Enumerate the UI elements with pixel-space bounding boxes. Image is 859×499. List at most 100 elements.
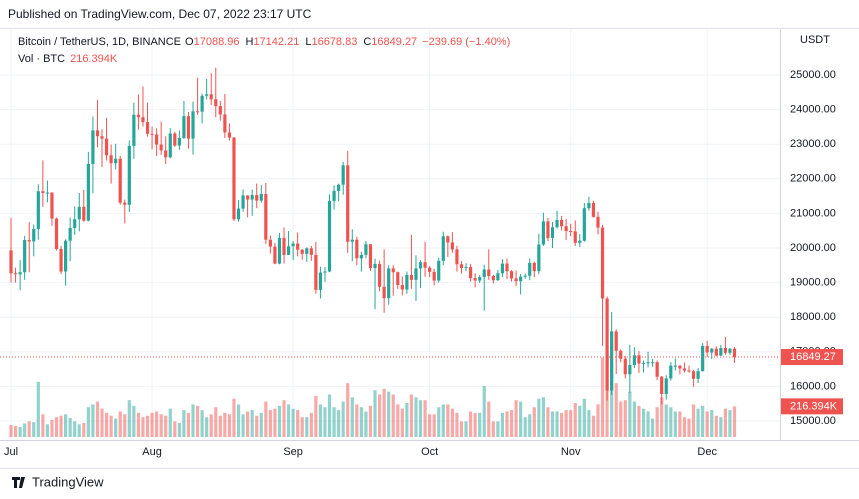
ohlc-value: 16849.27 [371, 36, 417, 48]
volume-bar [41, 414, 45, 437]
candle-body [459, 264, 464, 269]
candle-body [569, 231, 573, 233]
x-tick-label: Sep [283, 446, 303, 458]
candle-body [660, 376, 664, 395]
volume-bar [559, 412, 564, 437]
candle-body [177, 137, 181, 146]
candle-body [218, 106, 222, 115]
candle-body [550, 227, 555, 238]
volume-bar [173, 421, 177, 437]
volume-bar [405, 403, 409, 437]
candle-body [104, 138, 109, 156]
candle-body [619, 350, 623, 359]
volume-bar [104, 412, 109, 437]
candle-body [487, 269, 491, 277]
candle-body [182, 116, 186, 138]
candle-body [559, 219, 564, 227]
candle-body [159, 144, 163, 151]
candle-body [109, 155, 113, 164]
volume-bar [355, 404, 359, 437]
candle-body [309, 248, 313, 255]
volume-bar [195, 405, 200, 437]
candle-body [186, 116, 191, 139]
volume-bar [54, 417, 59, 437]
volume-bar [136, 412, 141, 437]
volume-bar [155, 411, 159, 437]
volume-bar [114, 418, 118, 437]
candle-body [141, 117, 145, 123]
candle-body [596, 216, 600, 228]
volume-layer [9, 352, 737, 437]
candle-body [723, 348, 727, 353]
candle-body [382, 286, 386, 299]
candle-body [523, 275, 527, 277]
volume-bar [719, 417, 723, 437]
volume-bar [482, 386, 486, 437]
volume-bar [291, 408, 295, 437]
volume-bar [286, 404, 291, 437]
volume-bar [691, 404, 696, 437]
volume-bar [18, 426, 22, 437]
volume-bar [610, 363, 614, 437]
candle-body [610, 331, 614, 391]
volume-bar [141, 417, 145, 437]
volume-bar [177, 422, 181, 437]
candle-body [337, 184, 341, 191]
candle-body [195, 111, 200, 113]
volume-bar [596, 404, 600, 437]
candle-body [405, 274, 409, 290]
volume-bar [541, 397, 545, 437]
volume-bar [396, 404, 400, 437]
volume-bar [437, 407, 441, 437]
candle-body [705, 345, 709, 353]
volume-bar [664, 404, 668, 437]
volume-bar [59, 415, 63, 437]
candle-body [114, 158, 118, 164]
candle-body [491, 276, 495, 281]
candle-body [396, 272, 400, 286]
candle-body [277, 237, 282, 264]
last-price-box [781, 349, 843, 366]
volume-bar [127, 400, 131, 437]
candle-body [446, 236, 450, 243]
volume-bar [400, 408, 404, 437]
volume-bar [350, 397, 354, 437]
volume-bar [537, 398, 541, 437]
volume-bar [132, 405, 136, 437]
candle-body [687, 370, 691, 372]
volume-bar [100, 408, 104, 437]
candle-body [273, 246, 277, 264]
candle-body [650, 362, 655, 364]
candle-body [145, 122, 150, 134]
candle-body [64, 240, 68, 272]
volume-bar [32, 422, 36, 437]
volume-bar [214, 407, 218, 437]
candle-body [546, 221, 550, 238]
brand-logo [12, 477, 25, 488]
candle-body [387, 268, 391, 299]
volume-bar [669, 407, 673, 437]
volume-bar [318, 404, 323, 437]
candle-body [164, 150, 168, 158]
candle-body [473, 278, 477, 281]
x-tick-label: Jul [4, 446, 18, 458]
candle-body [136, 114, 141, 118]
candle-body [341, 165, 345, 185]
volume-bar [687, 418, 691, 437]
volume-bar [368, 405, 373, 437]
y-tick-label: 21000.00 [790, 207, 836, 219]
volume-bar [305, 417, 309, 437]
volume-bar [528, 414, 532, 437]
volume-bar [564, 410, 568, 437]
candle-body [682, 368, 687, 371]
volume-bar [632, 401, 636, 437]
ohlc-value: 16678.83 [311, 36, 357, 48]
candle-body [82, 206, 86, 221]
candle-body [732, 348, 737, 358]
candle-body [614, 331, 618, 351]
candle-body [323, 271, 327, 273]
ohlc-value: 17142.21 [253, 36, 299, 48]
volume-bar [118, 411, 122, 437]
candle-body [432, 271, 436, 281]
candle-body [45, 192, 50, 194]
